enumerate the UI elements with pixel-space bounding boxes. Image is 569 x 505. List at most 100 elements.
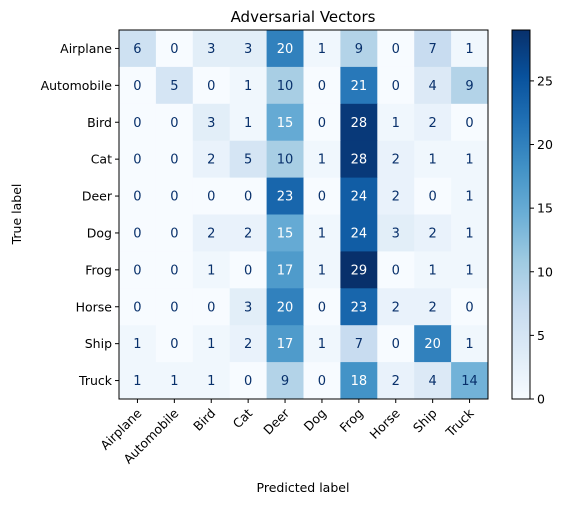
cell-value-label: 20 bbox=[277, 42, 294, 57]
cell-value-label: 15 bbox=[277, 116, 294, 131]
cell-value-label: 0 bbox=[170, 42, 178, 57]
cell-value-label: 2 bbox=[392, 374, 400, 389]
y-axis-label: True label bbox=[9, 184, 24, 246]
cell-value-label: 1 bbox=[465, 263, 473, 278]
heatmap-cell bbox=[229, 288, 268, 326]
heatmap-cell bbox=[340, 288, 378, 326]
heatmap-cell bbox=[155, 103, 194, 142]
heatmap-cell bbox=[155, 362, 194, 400]
cell-value-label: 1 bbox=[465, 42, 473, 57]
cell-value-label: 1 bbox=[465, 337, 473, 352]
x-axis-label: Predicted label bbox=[257, 480, 350, 495]
heatmap-cell bbox=[192, 325, 231, 363]
heatmap-cell bbox=[266, 288, 304, 326]
heatmap-cell bbox=[340, 251, 378, 289]
x-tick-label: Cat bbox=[230, 405, 256, 431]
cell-value-label: 3 bbox=[207, 116, 215, 131]
heatmap-cell bbox=[303, 177, 341, 215]
y-tick-label: Truck bbox=[78, 373, 113, 388]
cell-value-label: 0 bbox=[207, 190, 215, 205]
heatmap-cell bbox=[414, 140, 452, 179]
cell-value-label: 23 bbox=[277, 190, 294, 205]
cell-value-label: 1 bbox=[465, 153, 473, 168]
cell-value-label: 0 bbox=[170, 190, 178, 205]
heatmap-cell bbox=[377, 177, 415, 215]
heatmap-cell bbox=[266, 251, 304, 289]
cell-value-label: 4 bbox=[429, 374, 437, 389]
heatmap-cell bbox=[340, 214, 378, 252]
heatmap-cell bbox=[303, 103, 341, 142]
cell-value-label: 1 bbox=[429, 263, 437, 278]
cell-value-label: 1 bbox=[318, 263, 326, 278]
heatmap-cell bbox=[119, 362, 157, 400]
heatmap-cell bbox=[119, 251, 157, 289]
cell-value-label: 3 bbox=[244, 42, 252, 57]
heatmap-cell bbox=[266, 140, 304, 179]
x-tick-label: Ship bbox=[410, 405, 440, 435]
heatmap-cell bbox=[377, 103, 415, 142]
heatmap-cell bbox=[340, 362, 378, 400]
heatmap-cell bbox=[119, 325, 157, 363]
heatmap-cell bbox=[192, 177, 231, 215]
cell-value-label: 21 bbox=[351, 79, 368, 94]
heatmap-cell bbox=[266, 30, 304, 68]
colorbar-tick-label: 20 bbox=[537, 137, 553, 152]
heatmap-cell bbox=[377, 288, 415, 326]
x-tick-label: Deer bbox=[260, 405, 293, 438]
cell-value-label: 0 bbox=[465, 116, 473, 131]
cell-value-label: 28 bbox=[351, 153, 368, 168]
heatmap-cell bbox=[451, 177, 489, 215]
cell-value-label: 1 bbox=[465, 226, 473, 241]
cell-value-label: 0 bbox=[133, 263, 141, 278]
heatmap-cell bbox=[155, 66, 194, 105]
heatmap-cell bbox=[155, 251, 194, 289]
heatmap-cell bbox=[377, 30, 415, 68]
heatmap-cell bbox=[451, 325, 489, 363]
heatmap-cell bbox=[229, 177, 268, 215]
y-tick-label: Horse bbox=[76, 299, 113, 314]
heatmap-cell bbox=[192, 30, 231, 68]
heatmap-cell bbox=[119, 140, 157, 179]
cell-value-label: 2 bbox=[392, 153, 400, 168]
cell-value-label: 3 bbox=[392, 226, 400, 241]
chart-title: Adversarial Vectors bbox=[231, 8, 376, 26]
cell-value-label: 0 bbox=[392, 79, 400, 94]
heatmap-cell bbox=[303, 325, 341, 363]
heatmap-cell bbox=[451, 103, 489, 142]
heatmap-cell bbox=[451, 140, 489, 179]
cell-value-label: 10 bbox=[277, 153, 294, 168]
cell-value-label: 0 bbox=[133, 79, 141, 94]
y-axis-ticks: Airplane Automobile Bird Cat Deer Dog Frog Hors… bbox=[41, 41, 119, 388]
cell-value-label: 2 bbox=[392, 300, 400, 315]
cell-value-label: 1 bbox=[318, 226, 326, 241]
y-tick-label: Cat bbox=[91, 152, 112, 167]
heatmap-cell bbox=[229, 251, 268, 289]
heatmap-cell bbox=[340, 177, 378, 215]
cell-value-label: 0 bbox=[318, 374, 326, 389]
cell-value-label: 1 bbox=[392, 116, 400, 131]
cell-value-label: 1 bbox=[170, 374, 178, 389]
cell-value-label: 0 bbox=[429, 190, 437, 205]
heatmap-cell bbox=[340, 66, 378, 105]
heatmap-cell bbox=[192, 251, 231, 289]
heatmap-cell bbox=[266, 103, 304, 142]
cell-value-label: 5 bbox=[170, 79, 178, 94]
colorbar-tick-label: 10 bbox=[537, 264, 553, 279]
y-tick-label: Dog bbox=[87, 225, 112, 240]
cell-value-label: 0 bbox=[318, 116, 326, 131]
cell-value-label: 15 bbox=[277, 226, 294, 241]
heatmap-cell bbox=[451, 30, 489, 68]
cell-value-label: 0 bbox=[133, 300, 141, 315]
cell-value-label: 0 bbox=[133, 116, 141, 131]
heatmap-cell bbox=[377, 66, 415, 105]
heatmap-cell bbox=[229, 362, 268, 400]
heatmap-cell bbox=[266, 66, 304, 105]
cell-value-label: 17 bbox=[277, 263, 294, 278]
y-tick-label: Frog bbox=[85, 262, 112, 277]
heatmap-cell bbox=[192, 288, 231, 326]
cell-value-label: 0 bbox=[133, 190, 141, 205]
heatmap-cell bbox=[451, 288, 489, 326]
heatmap-cell bbox=[414, 214, 452, 252]
heatmap-cell bbox=[266, 177, 304, 215]
